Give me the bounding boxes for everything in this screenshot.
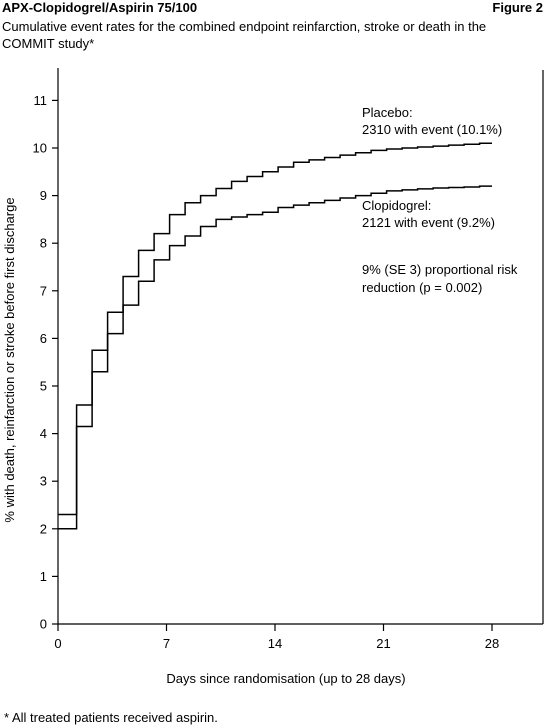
series-clopidogrel-line	[58, 185, 492, 530]
placebo-annotation-line2: 2310 with event (10.1%)	[362, 122, 502, 137]
placebo-annotation-line1: Placebo:	[362, 105, 413, 120]
footnote: * All treated patients received aspirin.	[4, 710, 218, 725]
x-axis-label: Days since randomisation (up to 28 days)	[166, 671, 405, 686]
clopidogrel-annotation-line2: 2121 with event (9.2%)	[362, 215, 495, 230]
y-tick-label: 1	[40, 569, 47, 584]
y-tick-label: 0	[40, 617, 47, 632]
x-tick-label: 0	[54, 636, 61, 651]
chart-series	[58, 142, 492, 530]
series-placebo-line	[58, 142, 492, 516]
y-tick-label: 2	[40, 521, 47, 536]
risk-annotation-line2: reduction (p = 0.002)	[362, 280, 482, 295]
x-tick-label: 14	[268, 636, 282, 651]
risk-annotation-line1: 9% (SE 3) proportional risk	[362, 262, 518, 277]
y-tick-label: 4	[40, 426, 47, 441]
figure-subtitle: Cumulative event rates for the combined …	[2, 19, 487, 51]
x-tick-label: 28	[485, 636, 499, 651]
y-tick-label: 7	[40, 283, 47, 298]
chart-axes: 0 1 2 3 4 5 6 7 8 9 10 11 0 7 14 21 28	[33, 68, 544, 651]
y-tick-label: 8	[40, 236, 47, 251]
figure-label: Figure 2	[492, 0, 543, 15]
y-tick-label: 10	[33, 141, 47, 156]
y-tick-label: 9	[40, 188, 47, 203]
y-axis-label: % with death, reinfarction or stroke bef…	[2, 197, 17, 522]
y-tick-label: 5	[40, 379, 47, 394]
clopidogrel-annotation-line1: Clopidogrel:	[362, 198, 431, 213]
x-tick-label: 21	[376, 636, 390, 651]
y-tick-label: 11	[34, 93, 48, 108]
x-tick-label: 7	[163, 636, 170, 651]
y-tick-label: 6	[40, 331, 47, 346]
y-tick-label: 3	[40, 474, 47, 489]
header-title: APX-Clopidogrel/Aspirin 75/100	[2, 0, 198, 15]
